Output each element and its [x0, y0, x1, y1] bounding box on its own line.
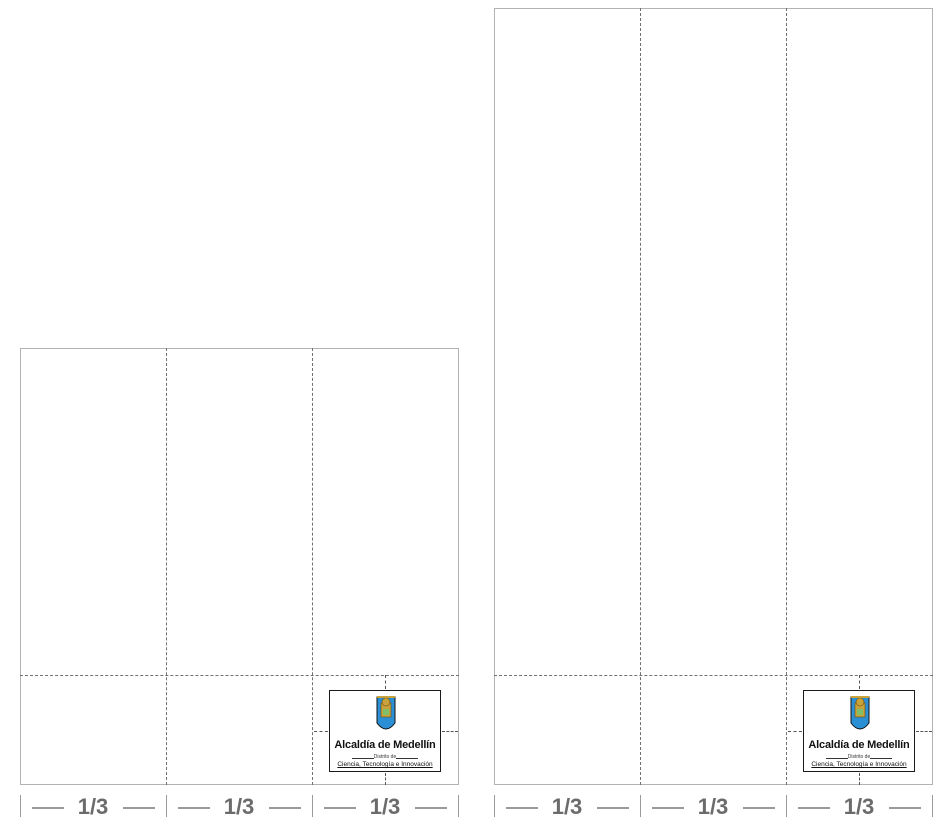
- scale-label: 1/3: [697, 794, 729, 819]
- right-logo: Alcaldía de Medellín Distrito de Ciencia…: [803, 690, 915, 772]
- logo-rule-left: [826, 758, 848, 759]
- scale-tick: [640, 795, 641, 817]
- scale-line: [32, 807, 64, 809]
- scale-line: [652, 807, 684, 809]
- scale-tick: [458, 795, 459, 817]
- scale-tick: [786, 795, 787, 817]
- logo-tagline: Ciencia, Tecnología e Innovación: [811, 761, 907, 768]
- scale-line: [269, 807, 301, 809]
- scale-line: [597, 807, 629, 809]
- logo-rule-right: [870, 758, 892, 759]
- logo-rule-right: [396, 758, 418, 759]
- scale-line: [506, 807, 538, 809]
- right-logo-crop-bottom: [859, 773, 860, 785]
- scale-label: 1/3: [369, 794, 401, 819]
- left-scale: 1/3 1/3 1/3: [20, 793, 460, 821]
- logo-subtitle: Distrito de: [847, 754, 871, 760]
- logo-name: Alcaldía de Medellín: [808, 739, 910, 751]
- left-logo-crop-right: [442, 731, 458, 732]
- logo-subtitle: Distrito de: [373, 754, 397, 760]
- coat-of-arms-icon: [376, 696, 396, 730]
- right-logo-crop-top: [859, 675, 860, 689]
- scale-line: [415, 807, 447, 809]
- right-fold-line-2: [786, 8, 787, 785]
- left-logo-crop-left: [314, 731, 328, 732]
- logo-name: Alcaldía de Medellín: [334, 739, 436, 751]
- scale-label: 1/3: [551, 794, 583, 819]
- logo-tagline: Ciencia, Tecnología e Innovación: [337, 761, 433, 768]
- right-fold-line-1: [640, 8, 641, 785]
- scale-line: [889, 807, 921, 809]
- scale-label: 1/3: [223, 794, 255, 819]
- scale-label: 1/3: [843, 794, 875, 819]
- left-horizontal-guide: [20, 675, 459, 676]
- coat-of-arms-icon: [850, 696, 870, 730]
- scale-label: 1/3: [77, 794, 109, 819]
- scale-line: [743, 807, 775, 809]
- scale-tick: [20, 795, 21, 817]
- left-fold-line-2: [312, 348, 313, 785]
- right-horizontal-guide: [494, 675, 933, 676]
- scale-line: [798, 807, 830, 809]
- scale-line: [178, 807, 210, 809]
- scale-line: [324, 807, 356, 809]
- right-logo-crop-right: [916, 731, 932, 732]
- scale-tick: [312, 795, 313, 817]
- scale-line: [123, 807, 155, 809]
- logo-rule-left: [352, 758, 374, 759]
- right-panel: [494, 8, 933, 785]
- right-scale: 1/3 1/3 1/3: [494, 793, 934, 821]
- scale-tick: [166, 795, 167, 817]
- scale-tick: [932, 795, 933, 817]
- left-logo-crop-bottom: [385, 773, 386, 785]
- left-logo: Alcaldía de Medellín Distrito de Ciencia…: [329, 690, 441, 772]
- scale-tick: [494, 795, 495, 817]
- left-logo-crop-top: [385, 675, 386, 689]
- right-logo-crop-left: [788, 731, 802, 732]
- left-fold-line-1: [166, 348, 167, 785]
